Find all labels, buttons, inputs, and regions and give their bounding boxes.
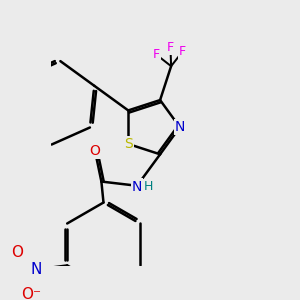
Text: N: N [175,120,185,134]
Text: N: N [132,180,142,194]
Text: F: F [167,41,174,54]
Text: N: N [30,262,41,277]
Text: F: F [179,45,186,58]
Text: S: S [124,137,133,151]
Text: F: F [153,48,160,61]
Text: O: O [11,244,23,260]
Text: O: O [90,144,101,158]
Text: O⁻: O⁻ [22,287,41,300]
Text: H: H [144,180,154,193]
